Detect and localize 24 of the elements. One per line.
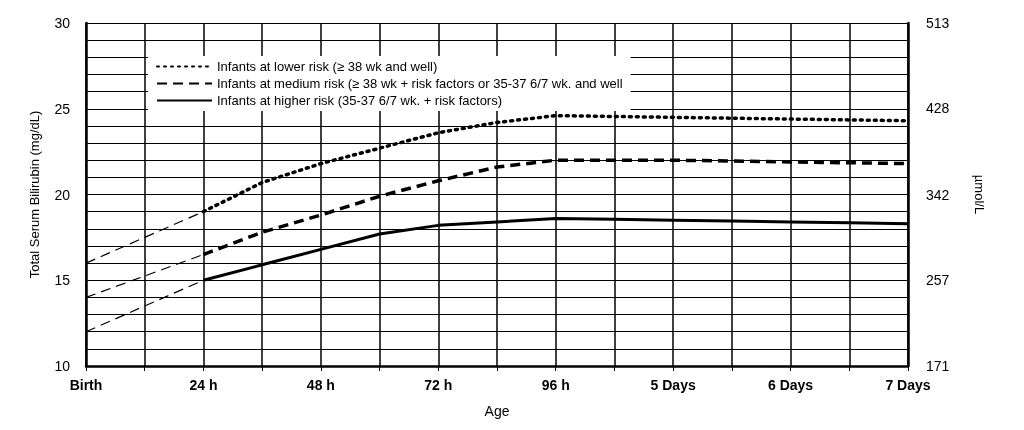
x-axis-title: Age [484, 403, 510, 419]
legend-label: Infants at lower risk (≥ 38 wk and well) [217, 59, 438, 74]
y2-tick-label: 257 [926, 271, 950, 288]
y-tick-label: 10 [54, 358, 71, 374]
y-axis-title: Total Serum Bilirubin (mg/dL) [27, 110, 42, 279]
y2-axis-title: µmol/L [972, 174, 987, 215]
y2-tick-label: 513 [926, 15, 950, 31]
x-tick-label: 72 h [424, 377, 453, 393]
x-tick-label: 5 Days [650, 377, 696, 393]
legend-label: Infants at medium risk (≥ 38 wk + risk factors or 35-37 6/7 wk. and well [217, 76, 623, 91]
x-tick-label: 6 Days [767, 377, 814, 393]
y2-tick-label: 342 [926, 186, 950, 203]
y2-tick-label: 171 [926, 358, 950, 374]
x-tick-label: Birth [69, 377, 103, 393]
x-tick-label: 48 h [306, 377, 335, 393]
y-tick-label: 20 [54, 186, 71, 203]
y-tick-label: 15 [54, 272, 71, 289]
x-tick-label: 7 Days [885, 377, 931, 393]
y-tick-label: 30 [54, 15, 71, 31]
x-tick-label: 24 h [189, 377, 218, 393]
y-tick-label: 25 [54, 100, 71, 117]
y2-tick-label: 428 [926, 100, 950, 117]
x-tick-label: 96 h [541, 377, 570, 393]
legend-label: Infants at higher risk (35-37 6/7 wk. + risk factors) [217, 93, 503, 108]
